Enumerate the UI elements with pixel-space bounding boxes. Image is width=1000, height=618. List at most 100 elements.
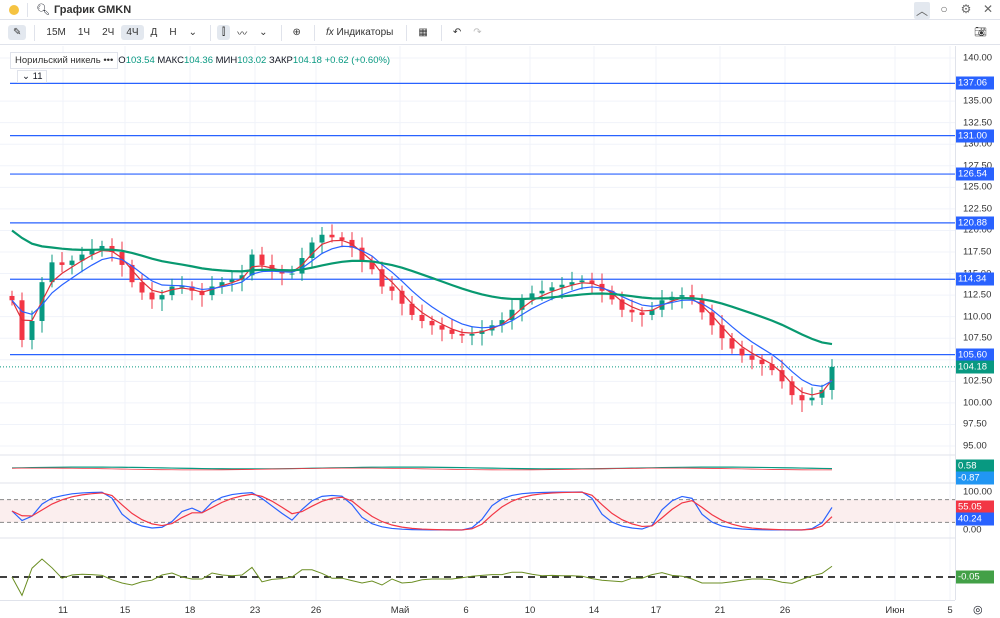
candle <box>729 338 735 349</box>
candle <box>249 254 255 276</box>
candle <box>159 295 165 300</box>
toolbar: ✎ 15М 1Ч 2Ч 4Ч Д Н ⌄ ⫿ 〰 ⌄ ⊕ fx Индикаторы ▦ … <box>0 21 1000 45</box>
candle <box>439 325 445 330</box>
line-chart-icon[interactable]: 〰 <box>237 29 248 40</box>
candle <box>489 325 495 331</box>
interval-button[interactable]: 1Ч <box>77 27 91 38</box>
redo-icon[interactable]: ↷ <box>473 27 482 38</box>
candle <box>99 245 105 250</box>
horizontal-line-label: 105.60 <box>956 348 994 362</box>
pencil-icon[interactable]: ✎ <box>8 25 27 40</box>
interval-button[interactable]: Д <box>150 27 158 38</box>
chart-canvas[interactable] <box>0 0 955 600</box>
collapse-indicators-button[interactable]: ⌄ 11 <box>17 70 48 83</box>
candle <box>9 295 15 301</box>
chevron-up-icon[interactable]: ︿ <box>914 2 930 19</box>
candle <box>89 249 95 255</box>
price-tick: 117.50 <box>963 246 992 258</box>
candle <box>609 290 615 300</box>
candle <box>579 280 585 283</box>
candle <box>359 247 365 261</box>
candles-icon[interactable]: ⫿ <box>216 25 231 40</box>
time-tick: 18 <box>184 605 196 616</box>
candle <box>169 286 175 296</box>
candle <box>709 312 715 326</box>
time-tick: 17 <box>650 605 662 616</box>
window-title: График GMKN <box>53 3 132 16</box>
layout-icon[interactable]: ▦ <box>418 27 428 38</box>
time-tick: 26 <box>779 605 791 616</box>
horizontal-line-label: 120.88 <box>956 216 994 230</box>
candle <box>719 325 725 339</box>
status-dot-icon <box>9 4 19 15</box>
candle <box>679 295 685 297</box>
interval-button[interactable]: 15М <box>46 27 66 38</box>
interval-button[interactable]: 2Ч <box>102 27 115 38</box>
candle <box>399 290 405 304</box>
candle <box>179 286 185 288</box>
gear-icon[interactable]: ⚙ <box>960 2 972 16</box>
price-tick: 135.00 <box>963 95 993 107</box>
price-tick: 100.00 <box>963 397 993 409</box>
interval-button[interactable]: Н <box>169 27 177 38</box>
legend: Норильский никель ••• О 103.54 МАКС 104.36… <box>10 52 390 69</box>
ma-mid-line <box>11 245 833 387</box>
price-axis[interactable]: 140.00 135.00 132.50 130.00 127.50 125.00 122.… <box>955 46 1000 600</box>
compare-icon[interactable]: ⊕ <box>292 27 301 38</box>
time-tick: Июн <box>885 605 905 616</box>
time-axis[interactable]: 11 15 18 23 26 Май 6 10 14 17 21 26 Июн 5 <box>0 600 955 618</box>
horizontal-line-label: 126.54 <box>956 167 994 181</box>
pane1-signal-line <box>11 467 833 471</box>
price-tick: 127.50 <box>963 160 993 172</box>
pane1-line <box>11 466 833 470</box>
price-tick: 95.00 <box>963 440 987 452</box>
price-tick: 102.50 <box>963 375 993 387</box>
candle <box>29 320 35 340</box>
candle <box>819 389 825 398</box>
candle <box>429 320 435 326</box>
time-tick: 11 <box>58 605 68 616</box>
stoch-label: 55.05 <box>956 500 994 514</box>
price-tick: 112.50 <box>963 289 992 301</box>
candle <box>519 299 525 310</box>
stoch-k-line <box>11 491 833 531</box>
symbol-name[interactable]: Норильский никель ••• <box>10 52 119 69</box>
price-tick: 140.00 <box>963 52 993 64</box>
settings-icon[interactable]: ◎ <box>973 604 983 616</box>
candle <box>619 299 625 310</box>
oscillator-label: -0.05 <box>956 570 994 584</box>
candle <box>259 254 265 265</box>
candle <box>769 364 775 371</box>
candle <box>629 309 635 313</box>
candle <box>309 242 315 259</box>
circle-icon[interactable]: ○ <box>940 2 948 16</box>
last-price-label: 104.18 <box>956 360 994 374</box>
ma-slow-line <box>11 229 833 346</box>
time-tick: 6 <box>463 605 469 616</box>
candle <box>319 234 325 243</box>
horizontal-line-label: 114.34 <box>956 272 994 286</box>
camera-icon[interactable]: 📷︎ <box>974 27 987 38</box>
pane1-label: -0.87 <box>956 471 994 485</box>
close-icon[interactable]: ✕ <box>982 2 994 16</box>
time-tick: 10 <box>524 605 536 616</box>
candle <box>139 282 145 293</box>
candle <box>379 269 385 287</box>
indicators-button[interactable]: fx Индикаторы <box>325 27 394 38</box>
stoch-tick: 100.00 <box>963 486 993 498</box>
candle <box>759 359 765 365</box>
interval-button[interactable]: 4Ч <box>121 25 144 40</box>
chevron-down-icon[interactable]: ⌄ <box>259 27 268 38</box>
time-tick: 23 <box>249 605 261 616</box>
candle <box>49 262 55 283</box>
price-tick: 125.00 <box>963 181 993 193</box>
price-tick: 97.50 <box>963 418 987 430</box>
undo-icon[interactable]: ↶ <box>452 27 462 38</box>
time-tick: 5 <box>947 605 953 616</box>
candle <box>789 381 795 396</box>
time-tick: 26 <box>310 605 322 616</box>
price-tick: 110.00 <box>963 311 992 323</box>
candle <box>469 333 475 336</box>
chevron-down-icon[interactable]: ⌄ <box>188 27 197 38</box>
search-icon[interactable]: 🔍︎ <box>36 4 50 16</box>
